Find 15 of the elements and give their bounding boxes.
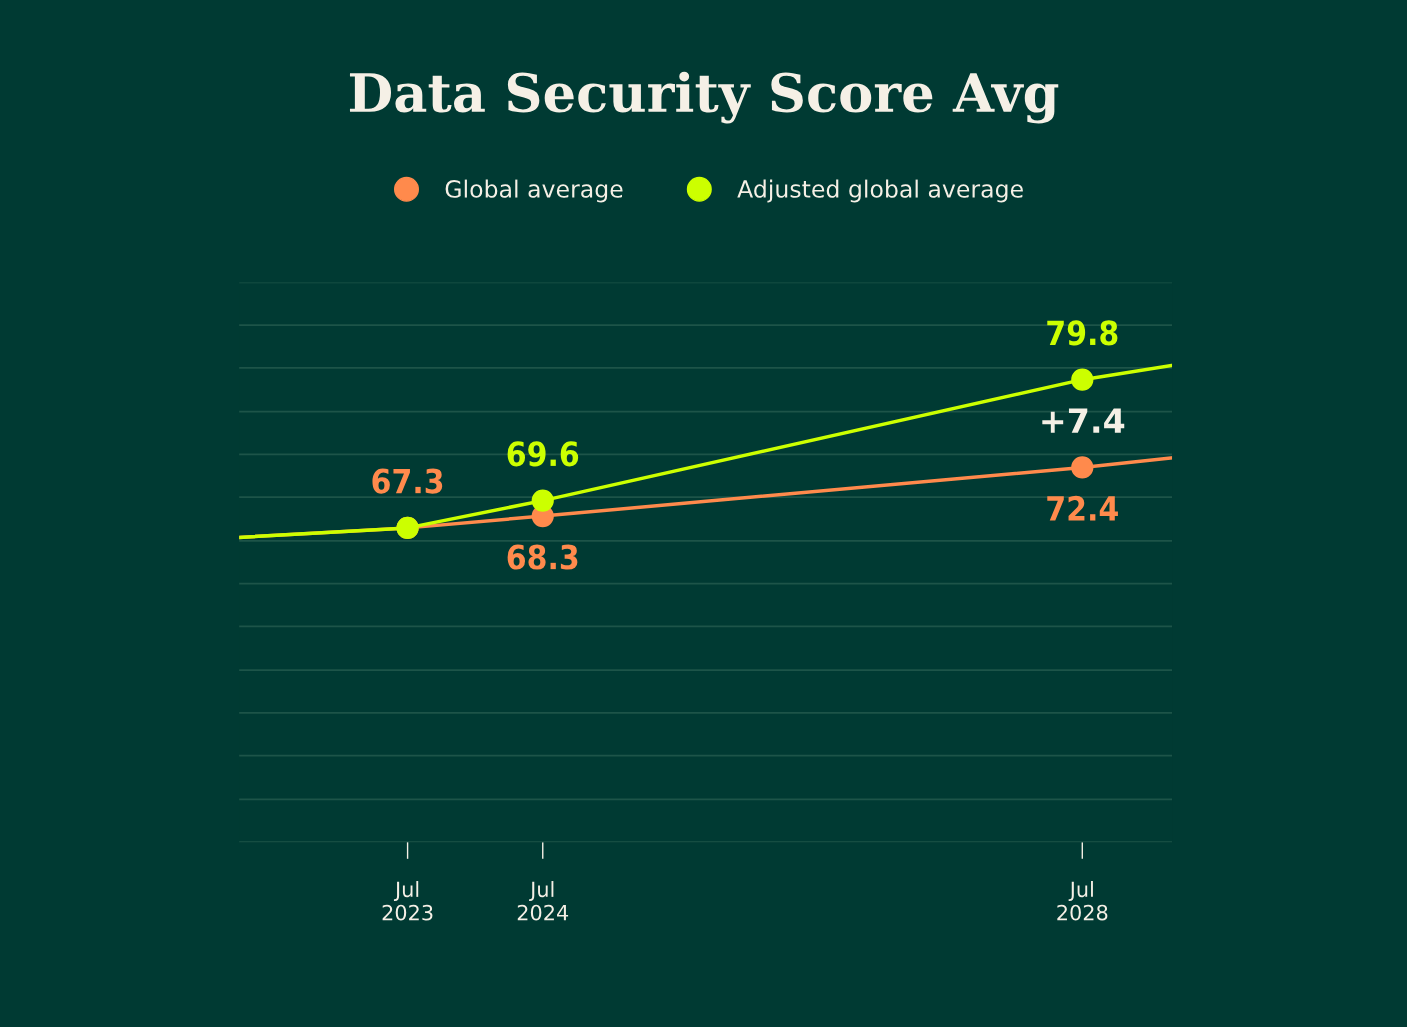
data-label: 72.4 xyxy=(1047,495,1118,521)
x-tick-label: Jul 2028 xyxy=(1057,881,1108,921)
legend-label: Adjusted global average xyxy=(737,179,1023,203)
point xyxy=(1071,456,1094,479)
chart-title: Data Security Score Avg xyxy=(349,71,1059,124)
point xyxy=(531,489,554,512)
x-tick-label: Jul 2024 xyxy=(517,881,569,921)
annotation: +7.4 xyxy=(1042,408,1125,433)
data-label: 68.3 xyxy=(507,544,578,570)
data-label: 79.8 xyxy=(1047,320,1118,346)
legend-label: Global average xyxy=(445,179,623,203)
x-tick-label: Jul 2023 xyxy=(382,881,433,921)
data-label: 69.6 xyxy=(507,441,579,467)
point xyxy=(1071,368,1094,391)
data-label: 67.3 xyxy=(372,468,443,494)
